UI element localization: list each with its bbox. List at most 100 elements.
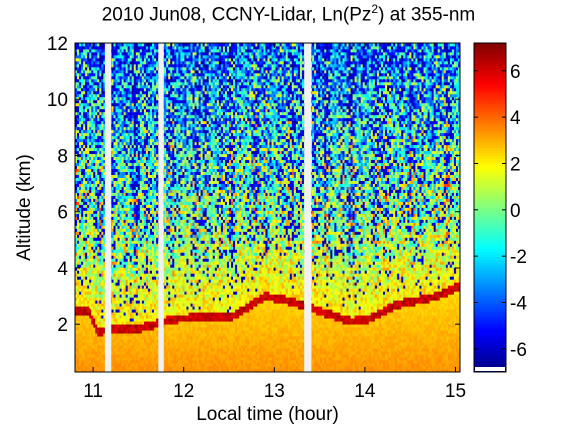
heatmap-cell [91, 150, 94, 155]
heatmap-cell [87, 78, 90, 83]
heatmap-cell [89, 228, 92, 232]
heatmap-cell [99, 282, 102, 286]
heatmap-cell [95, 150, 98, 155]
heatmap-cell [95, 327, 98, 331]
heatmap-cell [111, 174, 114, 178]
heatmap-cell [75, 249, 78, 253]
heatmap-cell [97, 201, 100, 205]
heatmap-cell [93, 297, 96, 301]
heatmap-cell [83, 123, 86, 128]
heatmap-cell [91, 84, 94, 89]
heatmap-cell [97, 123, 100, 128]
heatmap-cell [87, 243, 90, 247]
heatmap-cell [101, 81, 104, 86]
heatmap-cell [91, 297, 94, 301]
heatmap-cell [77, 264, 80, 268]
heatmap-cell [85, 243, 88, 247]
heatmap-cell [111, 165, 114, 170]
heatmap-cell [85, 231, 88, 235]
heatmap-cell [75, 171, 78, 175]
heatmap-cell [111, 288, 114, 292]
heatmap-cell [101, 306, 104, 310]
heatmap-cell [83, 276, 86, 280]
heatmap-cell [91, 168, 94, 173]
heatmap-cell [99, 144, 102, 149]
heatmap-cell [95, 63, 98, 68]
heatmap-cell [83, 219, 86, 223]
heatmap-cell [85, 144, 88, 149]
heatmap-cell [93, 207, 96, 211]
heatmap-cell [111, 291, 114, 295]
heatmap-cell [87, 144, 90, 149]
heatmap-cell [99, 171, 102, 175]
heatmap-cell [111, 276, 114, 280]
heatmap-cell [99, 84, 102, 89]
heatmap-cell [93, 201, 96, 205]
heatmap-cell [79, 216, 82, 220]
heatmap-cell [77, 261, 80, 265]
heatmap-cell [79, 177, 82, 181]
heatmap-cell [81, 141, 84, 146]
heatmap-cell [101, 60, 104, 65]
heatmap-cell [93, 285, 96, 289]
heatmap-cell [89, 366, 92, 370]
heatmap-cell [85, 117, 88, 122]
heatmap-cell [99, 246, 102, 250]
heatmap-cell [75, 219, 78, 223]
heatmap-cell [81, 72, 84, 77]
heatmap-cell [87, 360, 90, 364]
heatmap-cell [89, 126, 92, 131]
heatmap-cell [81, 192, 84, 196]
heatmap-cell [83, 357, 86, 361]
heatmap-cell [93, 99, 96, 104]
heatmap-cell [101, 138, 104, 143]
heatmap-cell [75, 267, 78, 271]
heatmap-cell [77, 201, 80, 205]
heatmap-cell [79, 249, 82, 253]
heatmap-cell [93, 348, 96, 352]
heatmap-cell [83, 315, 86, 319]
heatmap-cell [79, 174, 82, 178]
heatmap-cell [91, 129, 94, 134]
heatmap-cell [83, 225, 86, 229]
heatmap-cell [85, 66, 88, 71]
heatmap-cell [79, 234, 82, 238]
heatmap-cell [93, 273, 96, 277]
heatmap-cell [89, 282, 92, 286]
heatmap-cell [81, 306, 84, 310]
heatmap-cell [81, 252, 84, 256]
heatmap-cell [99, 78, 102, 83]
heatmap-cell [97, 363, 100, 367]
heatmap-cell [103, 99, 106, 104]
heatmap-cell [101, 198, 104, 202]
heatmap-cell [75, 222, 78, 226]
heatmap-cell [75, 294, 78, 298]
heatmap-cell [89, 243, 92, 247]
heatmap-cell [85, 48, 88, 53]
heatmap-cell [103, 192, 106, 196]
heatmap-cell [95, 135, 98, 140]
heatmap-cell [89, 333, 92, 337]
heatmap-cell [103, 66, 106, 71]
heatmap-cell [103, 102, 106, 107]
heatmap-cell [97, 144, 100, 149]
heatmap-cell [77, 186, 80, 190]
heatmap-cell [81, 219, 84, 223]
heatmap-cell [99, 96, 102, 101]
heatmap-cell [95, 300, 98, 304]
heatmap-cell [95, 93, 98, 98]
heatmap-cell [83, 312, 86, 316]
heatmap-cell [79, 84, 82, 89]
heatmap-cell [81, 84, 84, 89]
heatmap-cell [75, 99, 78, 104]
heatmap-cell [89, 204, 92, 208]
heatmap-cell [91, 138, 94, 143]
heatmap-cell [95, 363, 98, 367]
heatmap-cell [91, 162, 94, 167]
heatmap-cell [95, 348, 98, 352]
heatmap-cell [81, 180, 84, 184]
heatmap-cell [79, 342, 82, 346]
heatmap-cell [97, 198, 100, 202]
heatmap-cell [79, 105, 82, 110]
heatmap-cell [85, 369, 88, 373]
